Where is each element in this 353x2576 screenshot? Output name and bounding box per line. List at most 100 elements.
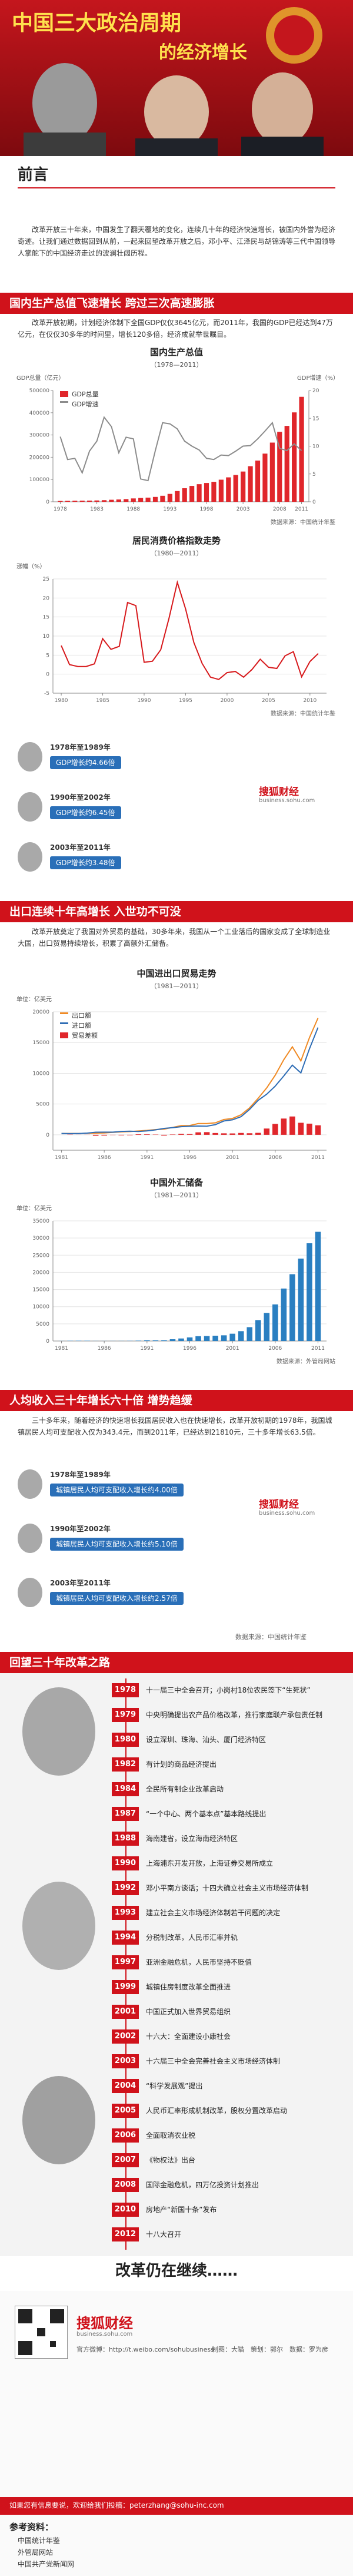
cpi-chart: 居民消费价格指数走势 （1980—2011） 涨幅（%） -5 0 5 10 15 20 25 19… (12, 533, 341, 721)
contribute: 如果您有信息要说，欢迎给我们投稿：peterzhang@sohu-inc.com (9, 2501, 224, 2509)
y-tick-label: 400000 (29, 410, 50, 416)
y-tick-label: 0 (46, 1339, 49, 1345)
y2-tick-label: 15 (312, 416, 319, 422)
bar (255, 461, 261, 502)
bar (197, 484, 202, 502)
bar (135, 1340, 142, 1341)
bar (65, 501, 70, 502)
x-tick-label: 1985 (96, 698, 109, 704)
section-heading: 国内生产总值飞速增长 跨过三次高速膨胀 (0, 293, 353, 314)
ref: 外管局网站 (18, 2548, 54, 2557)
timeline-event: 全民所有制企业改革启动 (146, 1785, 224, 1793)
y2-axis-label: GDP增速（%） (297, 374, 339, 382)
y-tick-label: 0 (46, 1133, 49, 1138)
timeline-year: 2007 (112, 2153, 139, 2167)
y-tick-label: 0 (46, 499, 49, 505)
chart-title: 中国进出口贸易走势 (136, 968, 216, 979)
x-tick-label: 1996 (183, 1155, 197, 1161)
legend-swatch (60, 1012, 68, 1014)
bar (124, 499, 129, 502)
timeline-year: 1993 (112, 1906, 139, 1920)
bar (264, 1128, 270, 1135)
portrait (144, 75, 209, 148)
y-tick-label: 20000 (32, 1009, 49, 1015)
bar (178, 1134, 184, 1135)
brand: 搜狐财经 (259, 786, 299, 798)
portrait (22, 1687, 95, 1776)
qr-block (18, 2341, 32, 2355)
period-value: 城镇居民人均可支配收入增长约5.10倍 (50, 1538, 184, 1551)
chart-subtitle: （1981—2011） (151, 1191, 203, 1199)
bar (138, 498, 144, 502)
bar (204, 483, 209, 502)
section-text: 三十多年来，随着经济的快速增长我国居民收入也在快速增长，改革开放初期的1978年… (18, 1416, 332, 1436)
y-tick-label: 10000 (32, 1071, 49, 1077)
bar (161, 1340, 167, 1341)
brand-url: business.sohu.com (259, 797, 315, 804)
section-heading: 人均收入三十年增长六十倍 增势趋缓 (0, 1390, 353, 1411)
timeline-event: 设立深圳、珠海、汕头、厦门经济特区 (146, 1736, 267, 1744)
fx-chart: 中国外汇储备 （1981—2011） 单位：亿美元 0 5000 10000 15000 20… (12, 1175, 341, 1369)
bar (218, 479, 224, 502)
timeline-year: 1987 (112, 1807, 139, 1821)
y-tick-label: -5 (44, 691, 49, 697)
y-tick-label: 15000 (32, 1040, 49, 1046)
x-tick-label: 1983 (90, 506, 104, 512)
timeline-year: 1982 (112, 1757, 139, 1772)
chart-title: 中国外汇储备 (150, 1177, 204, 1188)
x-tick-label: 1998 (200, 506, 214, 512)
ref: 中国统计年鉴 (18, 2537, 61, 2545)
legend-swatch (60, 1032, 68, 1038)
y-axis-label: 单位：亿美元 (16, 995, 52, 1003)
y-tick-label: 25 (43, 577, 49, 582)
y-tick-label: 25000 (32, 1253, 49, 1259)
source: 数据来源：中国统计年鉴 (271, 710, 335, 717)
y-tick-label: 15 (43, 615, 49, 621)
header-art (0, 0, 353, 156)
x-tick-label: 1993 (163, 506, 176, 512)
y-tick-label: 100000 (29, 477, 50, 483)
bar (298, 1259, 304, 1341)
y-axis-label: 涨幅（%） (16, 562, 46, 570)
legend-label: 贸易差额 (72, 1031, 98, 1039)
line (61, 1027, 319, 1134)
trade-chart: 中国进出口贸易走势 （1981—2011） 单位：亿美元 0 5000 10000 1500… (12, 966, 341, 1169)
x-tick-label: 1980 (55, 698, 68, 704)
bar (289, 1274, 295, 1341)
qr-block (18, 2309, 32, 2323)
x-tick-label: 2006 (268, 1346, 282, 1352)
legend-label: GDP总量 (72, 390, 99, 398)
timeline-event: 国际金融危机，四万亿投资计划推出 (146, 2181, 259, 2189)
bar (211, 482, 217, 502)
timeline-year: 2006 (112, 2128, 139, 2143)
timeline-event: 建立社会主义市场经济体制若干问题的决定 (146, 1909, 281, 1917)
bar (72, 501, 78, 502)
brand: 搜狐财经 (76, 2315, 133, 2332)
x-tick-label: 2003 (237, 506, 250, 512)
x-tick-label: 2001 (226, 1155, 239, 1161)
x-tick-label: 2008 (273, 506, 287, 512)
bar (255, 1320, 261, 1341)
bar (189, 486, 195, 502)
bar (247, 1327, 253, 1341)
qr-code (15, 2306, 68, 2359)
bar (292, 412, 297, 502)
title: 中国三大政治周期 (12, 11, 182, 35)
timeline-year: 1978 (112, 1683, 139, 1697)
section-text: 改革开放奠定了我国对外贸易的基础，30多年来，我国从一个工业落后的国家变成了全球… (18, 928, 331, 948)
source: 数据来源：中国统计年鉴 (235, 1633, 307, 1641)
period-value: GDP增长约4.66倍 (50, 756, 121, 769)
x-tick-label: 2010 (303, 698, 317, 704)
brand-url: business.sohu.com (259, 1510, 315, 1517)
y2-tick-label: 10 (312, 444, 319, 450)
timeline-year: 2005 (112, 2104, 139, 2118)
bar (238, 1331, 244, 1341)
portraits (24, 63, 324, 156)
weibo: 官方微博：http://t.weibo.com/sohubusiness (76, 2346, 214, 2353)
brand: 搜狐财经 (259, 1499, 299, 1511)
timeline-year: 2002 (112, 2029, 139, 2044)
timeline-event: 十六届三中全会完善社会主义市场经济体制 (146, 2057, 281, 2065)
timeline-year: 1988 (112, 1832, 139, 1846)
section-heading: 回望三十年改革之路 (0, 1652, 353, 1673)
bar (79, 501, 85, 502)
